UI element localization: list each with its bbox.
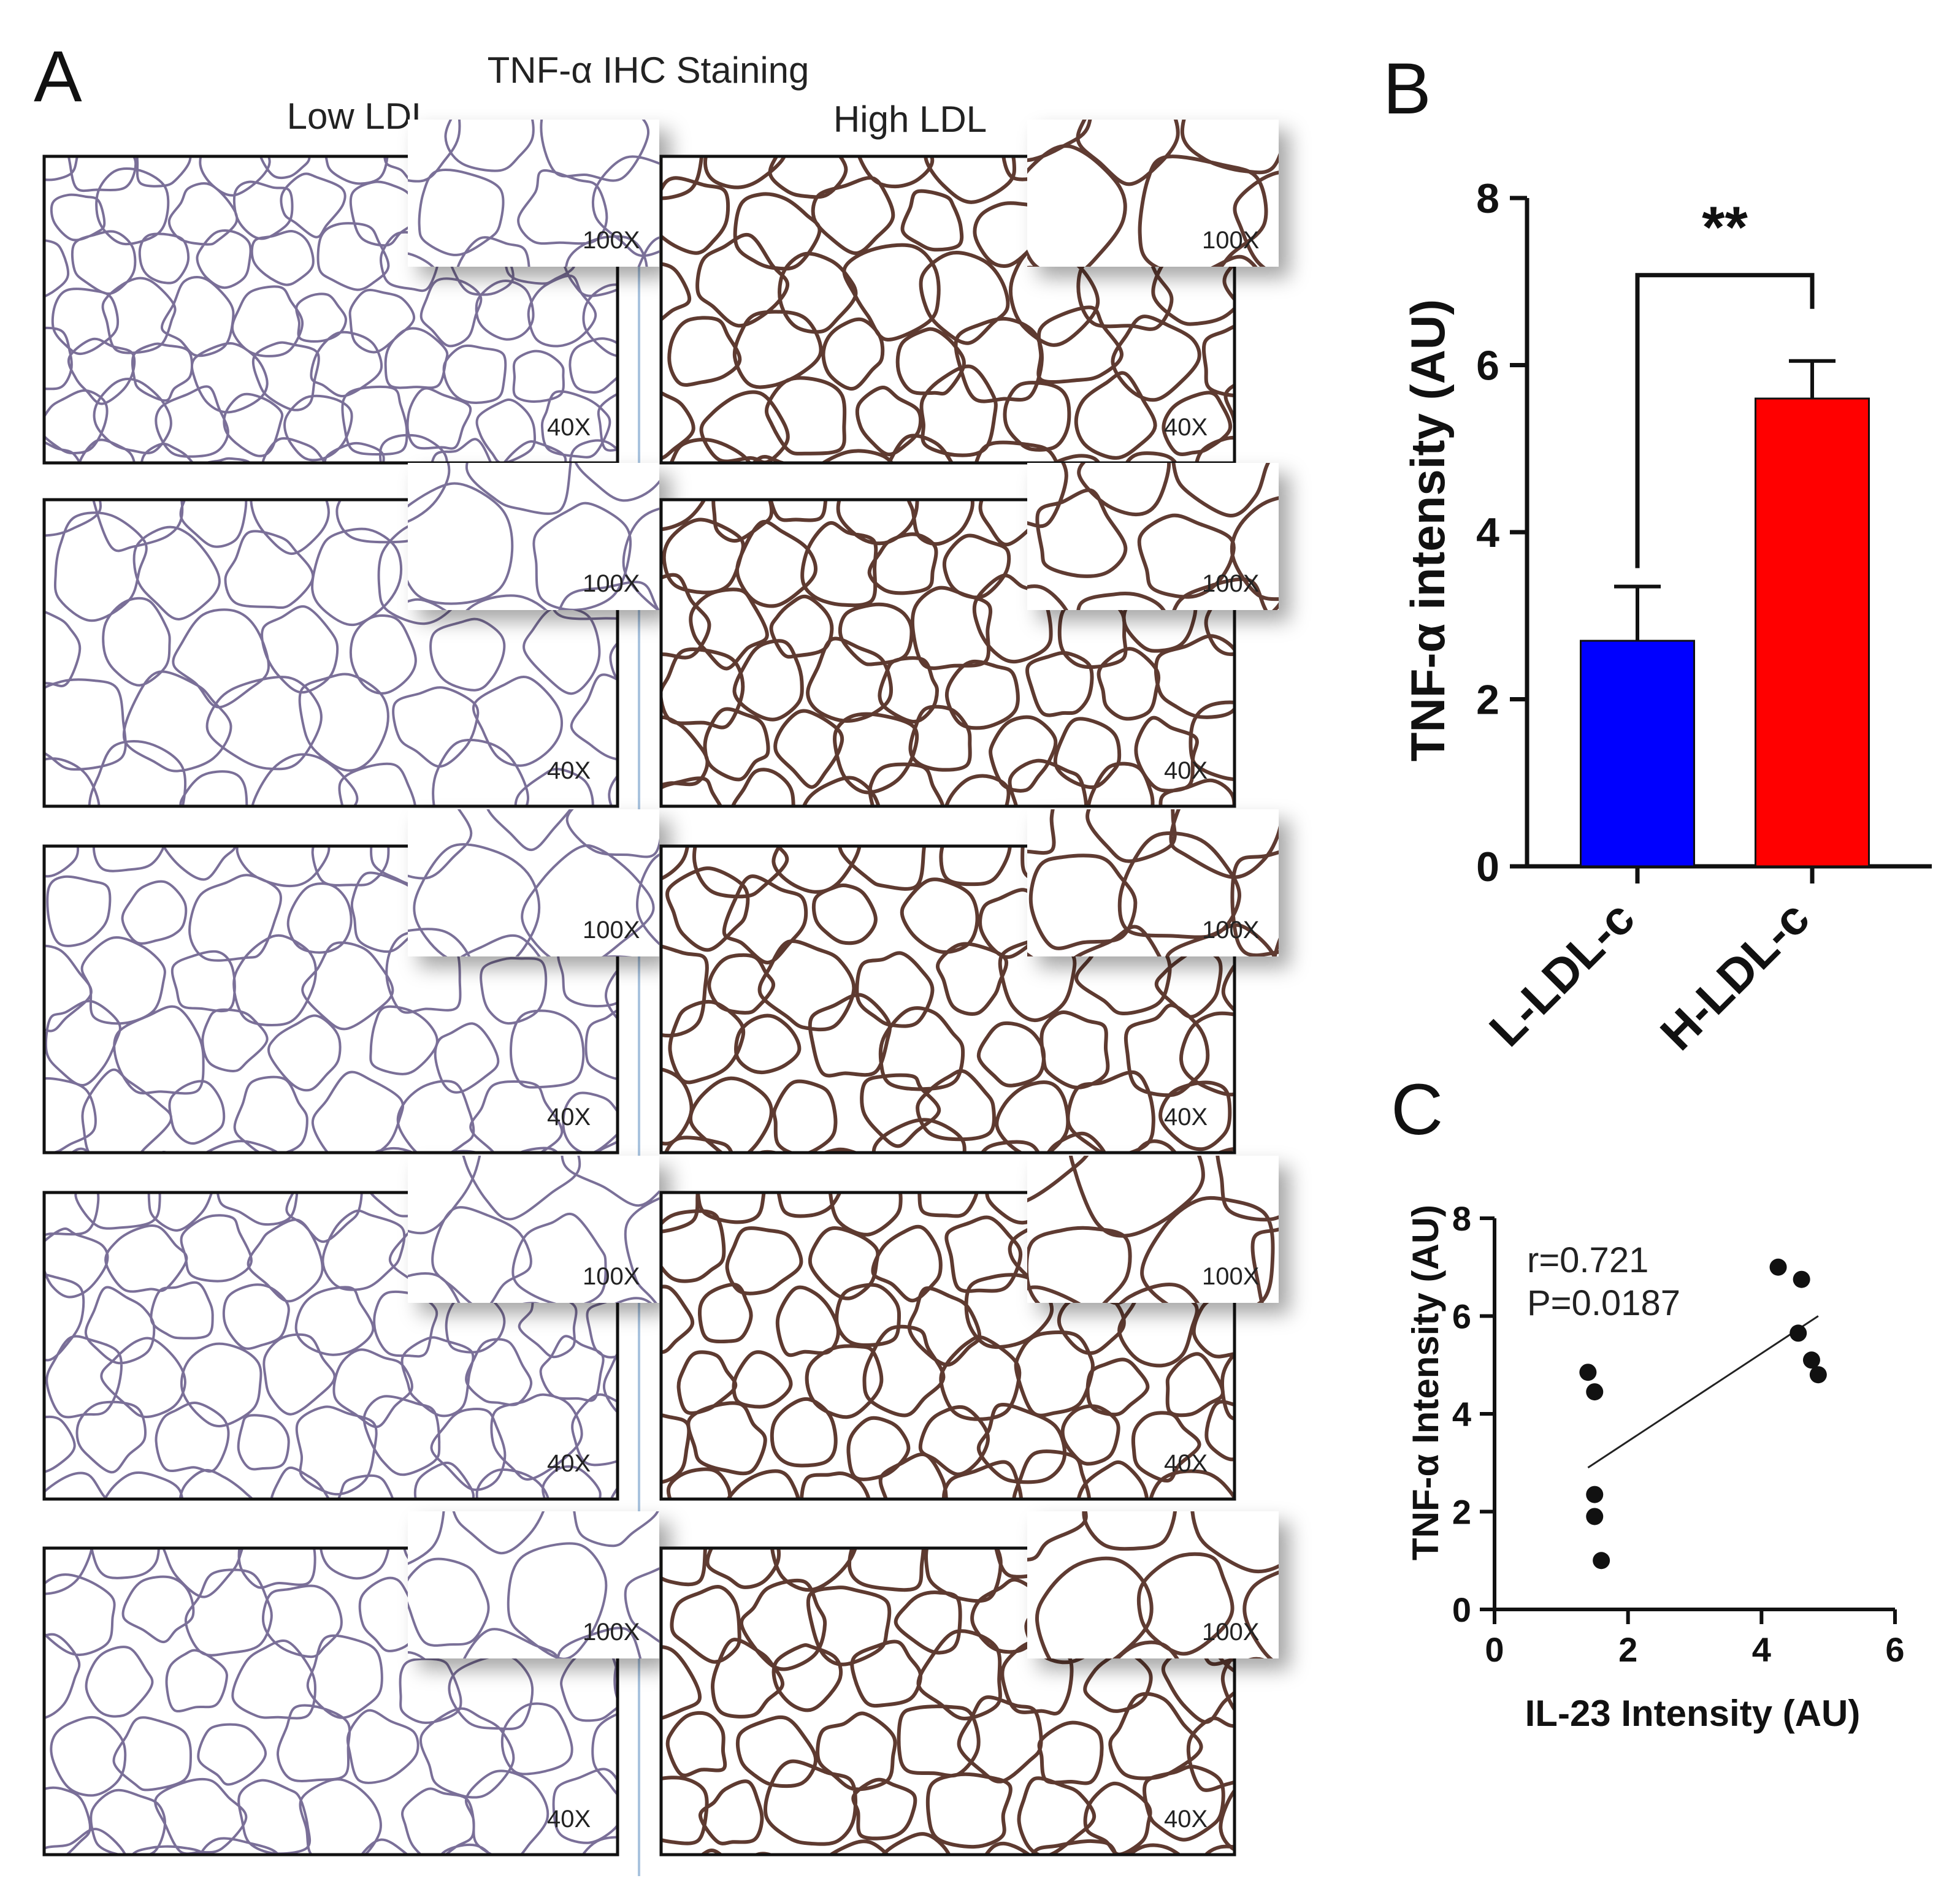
scatter-point-8: [1793, 1270, 1810, 1288]
bar-l-ldl-c: [1580, 639, 1695, 868]
micrograph-100x-inset-low-ldl-row-5: 100X: [408, 1511, 659, 1658]
micrograph-100x-inset-low-ldl-row-2: 100X: [408, 463, 659, 610]
micrograph-100x-inset-high-ldl-row-5: 100X: [1027, 1511, 1279, 1658]
bar-chart-y-tick-label: 6: [1476, 343, 1499, 389]
micrograph-grid: 40X 100X 40X 100X 40X 100X 40X 100X 40X 100X 40X 10…: [42, 120, 1279, 1857]
scatter-point-7: [1790, 1324, 1807, 1342]
column-label-high-ldl: High LDL: [833, 99, 987, 140]
magnification-label-40x: 40X: [547, 414, 591, 441]
micrograph-100x-inset-low-ldl-row-1: 100X: [408, 120, 659, 267]
micrograph-100x-inset-high-ldl-row-3: 100X: [1027, 809, 1279, 956]
panel-a-title: TNF-α IHC Staining: [488, 50, 810, 91]
micrograph-40x-high-ldl-row-4: 40X: [659, 1191, 1236, 1501]
scatter-y-tick-label: 8: [1452, 1199, 1471, 1238]
magnification-label-40x: 40X: [547, 1450, 591, 1477]
scatter-point-2: [1586, 1383, 1604, 1401]
micrograph-100x-inset-low-ldl-row-3: 100X: [408, 809, 659, 956]
scatter-x-tick-label: 2: [1618, 1630, 1637, 1669]
micrograph-40x-low-ldl-row-4: 40X: [42, 1191, 619, 1501]
scatter-chart: 0 2 4 6 8 0 2 4 6: [1452, 1199, 1905, 1669]
magnification-label-40x: 40X: [1164, 757, 1208, 784]
bar-chart-category-label: L-LDL-c: [1479, 891, 1645, 1057]
magnification-label-100x: 100X: [1202, 1619, 1259, 1646]
correlation-p-annotation: P=0.0187: [1527, 1283, 1680, 1323]
magnification-label-40x: 40X: [547, 1104, 591, 1131]
magnification-label-100x: 100X: [583, 570, 640, 597]
regression-line: [1587, 1315, 1819, 1468]
bar-chart: 0 2 4 6 8 L-LDL-c H-LDL-c **: [1476, 175, 1932, 1060]
panel-c: C TNF-α Intensity (AU) IL-23 Intensity (…: [1391, 1069, 1905, 1734]
scatter-x-axis-label: IL-23 Intensity (AU): [1525, 1693, 1861, 1734]
panel-a-letter: A: [34, 36, 82, 117]
scatter-y-tick-label: 6: [1452, 1297, 1471, 1336]
micrograph-100x-inset-high-ldl-row-4: 100X: [1027, 1156, 1279, 1303]
magnification-label-40x: 40X: [1164, 1450, 1208, 1477]
bar-chart-y-tick-label: 4: [1476, 509, 1499, 556]
panel-c-letter: C: [1391, 1069, 1443, 1150]
magnification-label-100x: 100X: [583, 1263, 640, 1290]
micrograph-100x-inset-low-ldl-row-4: 100X: [408, 1156, 659, 1303]
panel-a: A TNF-α IHC Staining Low LDL High LDL 40…: [34, 36, 1279, 1876]
bar-chart-y-tick-label: 0: [1476, 844, 1499, 890]
significance-bracket: [1635, 273, 1815, 568]
scatter-y-tick-label: 4: [1452, 1395, 1471, 1433]
scatter-y-tick-label: 2: [1452, 1493, 1471, 1532]
scatter-point-6: [1769, 1258, 1787, 1276]
scatter-x-tick-label: 6: [1885, 1630, 1904, 1669]
correlation-r-annotation: r=0.721: [1527, 1240, 1648, 1280]
bar-chart-y-axis-label: TNF-α intensity (AU): [1401, 299, 1455, 761]
micrograph-100x-inset-high-ldl-row-2: 100X: [1027, 463, 1279, 610]
panel-b-letter: B: [1383, 48, 1431, 129]
magnification-label-100x: 100X: [1202, 227, 1259, 254]
panel-b: B TNF-α intensity (AU) 0 2 4 6 8 L-LDL-c H-LDL…: [1383, 48, 1932, 1060]
column-label-low-ldl: Low LDL: [287, 96, 432, 137]
scatter-point-4: [1586, 1508, 1604, 1525]
magnification-label-100x: 100X: [1202, 1263, 1259, 1290]
magnification-label-100x: 100X: [1202, 570, 1259, 597]
scatter-point-9: [1802, 1351, 1820, 1369]
scatter-y-axis-label: TNF-α Intensity (AU): [1405, 1205, 1446, 1560]
scatter-point-5: [1593, 1552, 1610, 1570]
magnification-label-100x: 100X: [583, 1619, 640, 1646]
magnification-label-40x: 40X: [1164, 414, 1208, 441]
significance-marker: **: [1702, 195, 1748, 261]
scatter-point-1: [1579, 1364, 1597, 1381]
scatter-x-tick-label: 4: [1752, 1630, 1771, 1669]
magnification-label-100x: 100X: [583, 227, 640, 254]
scatter-point-10: [1809, 1366, 1827, 1384]
magnification-label-40x: 40X: [1164, 1104, 1208, 1131]
scatter-x-tick-label: 0: [1485, 1630, 1504, 1669]
bar-chart-y-tick-label: 2: [1476, 677, 1499, 723]
micrograph-100x-inset-high-ldl-row-1: 100X: [1027, 120, 1279, 267]
scatter-y-tick-label: 0: [1452, 1590, 1471, 1629]
magnification-label-100x: 100X: [583, 917, 640, 944]
bar-h-ldl-c: [1755, 397, 1870, 868]
magnification-label-40x: 40X: [1164, 1806, 1208, 1833]
scatter-point-3: [1586, 1486, 1604, 1503]
magnification-label-40x: 40X: [547, 757, 591, 784]
bar-chart-category-label: H-LDL-c: [1650, 891, 1820, 1061]
magnification-label-100x: 100X: [1202, 917, 1259, 944]
magnification-label-40x: 40X: [547, 1806, 591, 1833]
bar-chart-y-tick-label: 8: [1476, 175, 1499, 222]
